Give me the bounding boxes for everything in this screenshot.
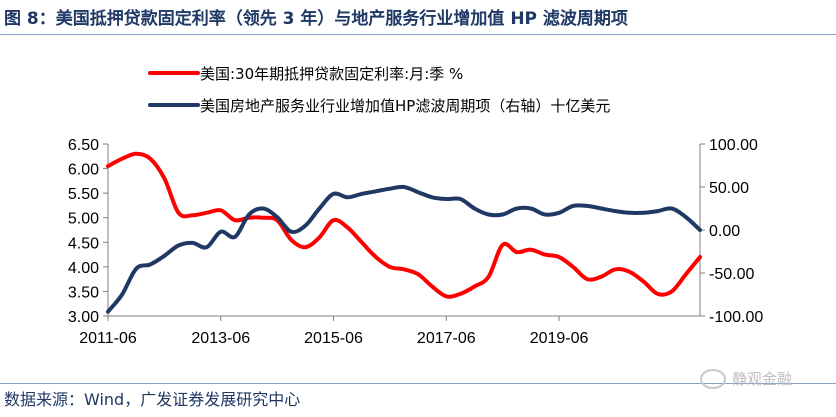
figure-title: 图 8：美国抵押贷款固定利率（领先 3 年）与地产服务行业增加值 HP 滤波周期… — [4, 9, 628, 29]
y-left-tick-label: 3.50 — [68, 284, 99, 301]
y-left-tick-label: 5.00 — [68, 211, 99, 228]
y-left-tick-label: 6.00 — [68, 162, 99, 179]
y-right-tick-label: 50.00 — [709, 180, 749, 197]
x-tick-label: 2013-06 — [191, 330, 250, 347]
series-line-mortgage-rate — [106, 151, 702, 299]
watermark-text: 静观金融 — [732, 370, 793, 388]
source-rule — [0, 383, 836, 384]
chart: 美国:30年期抵押贷款固定利率:月:季 % 美国房地产服务业行业增加值HP滤波周期… — [68, 65, 764, 347]
series-lines — [106, 151, 702, 314]
y-left-tick-label: 4.50 — [68, 235, 99, 252]
watermark: 静观金融 — [700, 368, 792, 389]
legend-label: 美国房地产服务业行业增加值HP滤波周期项（右轴）十亿美元 — [200, 97, 610, 115]
y-left-tick-label: 5.50 — [68, 186, 99, 203]
title-rule — [0, 34, 836, 35]
wechat-icon — [700, 368, 726, 389]
y-left-tick-label: 3.00 — [68, 309, 99, 326]
axes: 6.50 6.00 5.50 5.00 4.50 4.00 3.50 3.00 100.00 50… — [68, 137, 764, 347]
x-tick-label: 2017-06 — [417, 330, 476, 347]
y-left-tick-label: 4.00 — [68, 260, 99, 277]
source-note: 数据来源：Wind，广发证券发展研究中心 — [4, 390, 301, 409]
y-right-tick-label: -50.00 — [709, 266, 754, 283]
y-right-tick-label: 0.00 — [709, 223, 740, 240]
x-tick-label: 2015-06 — [304, 330, 363, 347]
y-left-tick-label: 6.50 — [68, 137, 99, 154]
x-tick-label: 2019-06 — [530, 330, 589, 347]
y-right-tick-label: 100.00 — [709, 137, 758, 154]
x-tick-label: 2011-06 — [79, 330, 137, 347]
series-line-real-estate-cycle — [106, 184, 702, 314]
legend: 美国:30年期抵押贷款固定利率:月:季 % 美国房地产服务业行业增加值HP滤波周期… — [148, 65, 610, 115]
legend-label: 美国:30年期抵押贷款固定利率:月:季 % — [200, 65, 463, 83]
y-right-tick-label: -100.00 — [709, 309, 763, 326]
